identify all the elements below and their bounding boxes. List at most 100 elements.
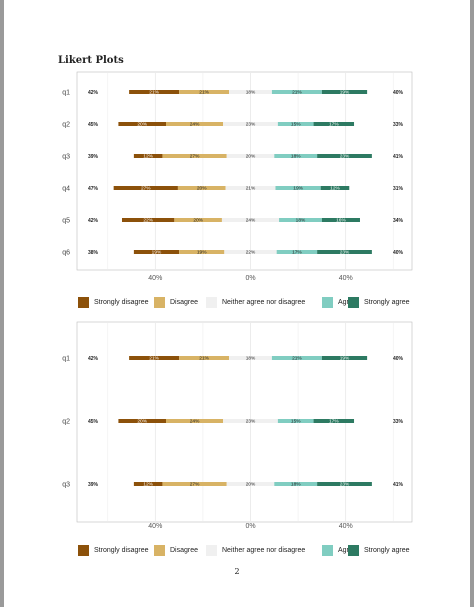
p1-bar-disagree-label: 27% — [190, 154, 200, 160]
legend-swatch — [348, 544, 359, 556]
p2-bar-strongly-disagree-label: 12% — [143, 482, 153, 488]
p1-bar-disagree — [166, 122, 224, 126]
p1-left-total-label: 47% — [88, 186, 99, 192]
legend-swatch — [322, 296, 333, 308]
legend-item: Disagree — [154, 543, 198, 557]
legend-label: Strongly disagree — [94, 298, 149, 306]
p2-x-tick-label: 0% — [245, 523, 255, 530]
legend-label: Neither agree nor disagree — [222, 298, 306, 306]
p2-bar-disagree-label: 27% — [190, 482, 200, 488]
p1-x-tick-label: 40% — [148, 275, 162, 282]
p1-x-tick-label: 0% — [245, 275, 255, 282]
legend-label: Strongly agree — [364, 546, 410, 554]
p1-category-label-q1: q1 — [62, 90, 70, 97]
p1-left-total-label: 39% — [88, 154, 99, 160]
p1-bar-disagree-label: 21% — [199, 90, 209, 96]
p1-bar-neutral — [223, 122, 278, 126]
p1-bar-strongly-disagree-label: 12% — [143, 154, 153, 160]
likert-plot-2: 40% 0% 40% q1 42% 40% 21% 21% 18% 21% 19% q2 45% 33% 2… — [62, 321, 413, 530]
p1-bar-strongly-agree-label: 16% — [336, 218, 346, 224]
p2-bar-neutral-label: 18% — [246, 356, 256, 362]
p1-bar-neutral-label: 18% — [246, 90, 256, 96]
p1-bar-strongly-disagree — [129, 90, 180, 94]
p1-bar-disagree-label: 24% — [190, 122, 200, 128]
p2-bar-strongly-agree — [317, 482, 372, 486]
p1-left-total-label: 45% — [88, 122, 99, 128]
p2-bar-agree-label: 15% — [291, 419, 301, 425]
p1-bar-strongly-agree-label: 17% — [329, 122, 339, 128]
p1-left-total-label: 42% — [88, 90, 99, 96]
p1-bar-agree-label: 18% — [296, 218, 306, 224]
p2-bar-neutral — [226, 482, 275, 486]
p1-bar-strongly-agree-label: 12% — [330, 186, 340, 192]
p2-bar-disagree — [179, 356, 230, 360]
p2-bar-neutral-label: 20% — [246, 482, 256, 488]
p1-bar-strongly-disagree — [133, 154, 163, 158]
p2-bar-disagree-label: 21% — [199, 356, 209, 362]
p2-bar-disagree — [166, 419, 224, 423]
p1-category-label-q5: q5 — [62, 218, 70, 225]
p1-right-total-label: 31% — [393, 186, 404, 192]
legend-label: Agree — [338, 299, 357, 306]
legend-label: Disagree — [170, 298, 199, 306]
p1-bar-neutral-label: 24% — [246, 218, 256, 224]
legend-item: Strongly agree — [348, 295, 410, 309]
p1-bar-disagree-label: 20% — [197, 186, 207, 192]
p2-bar-agree — [271, 356, 322, 360]
p1-bar-neutral — [229, 90, 272, 94]
legend-swatch — [78, 296, 89, 308]
p1-x-tick-label: 40% — [339, 275, 353, 282]
legend-swatch — [154, 296, 165, 308]
p2-right-total-label: 40% — [393, 356, 404, 362]
p1-bar-neutral-label: 20% — [246, 154, 256, 160]
p1-bar-strongly-disagree — [133, 250, 180, 254]
p2-left-total-label: 45% — [88, 419, 99, 425]
legend-item: Strongly agree — [348, 543, 410, 557]
p1-bar-strongly-agree — [321, 218, 360, 222]
p1-bar-disagree — [177, 186, 226, 190]
p1-left-total-label: 38% — [88, 250, 99, 256]
legend-1: Strongly disagree Disagree Neither agree n… — [78, 295, 418, 309]
p1-bar-neutral-label: 22% — [246, 250, 256, 256]
p1-bar-agree — [279, 218, 322, 222]
legend-swatch — [322, 544, 333, 556]
p2-category-label-q2: q2 — [62, 419, 70, 426]
p2-bar-neutral-label: 23% — [246, 419, 256, 425]
p2-bar-strongly-disagree-label: 21% — [149, 356, 159, 362]
page-title: Likert Plots — [58, 55, 124, 66]
p2-bar-neutral — [223, 419, 278, 423]
p2-right-total-label: 41% — [393, 482, 404, 488]
p1-bar-strongly-disagree-label: 20% — [137, 122, 147, 128]
p2-category-label-q1: q1 — [62, 356, 70, 363]
p1-bar-strongly-disagree-label: 19% — [152, 250, 162, 256]
p1-bar-strongly-agree — [317, 154, 372, 158]
p1-right-total-label: 33% — [393, 122, 404, 128]
legend-swatch — [348, 296, 359, 308]
p1-bar-strongly-agree — [313, 122, 355, 126]
p2-bar-strongly-disagree-label: 20% — [137, 419, 147, 425]
p1-bar-neutral — [225, 186, 276, 190]
p1-bar-strongly-agree-label: 19% — [340, 90, 350, 96]
p2-bar-agree — [274, 482, 318, 486]
p1-bar-disagree — [179, 90, 230, 94]
p1-bar-agree — [276, 250, 318, 254]
legend-item: Agree — [322, 543, 357, 557]
p1-category-label-q6: q6 — [62, 250, 70, 257]
legend-label: Neither agree nor disagree — [222, 546, 306, 554]
p2-bar-disagree — [162, 482, 227, 486]
p1-bar-agree-label: 21% — [292, 90, 302, 96]
p1-bar-agree-label: 18% — [291, 154, 301, 160]
p1-bar-neutral — [226, 154, 275, 158]
p1-bar-disagree-label: 20% — [193, 218, 203, 224]
p1-right-total-label: 41% — [393, 154, 404, 160]
p2-bar-agree — [277, 419, 314, 423]
document-page: Likert Plots 40% 0% 40% q1 42% 40% 21% 21% 18% 21… — [4, 0, 470, 607]
legend-2: Strongly disagree Disagree Neither agree n… — [78, 543, 418, 557]
p1-bar-disagree — [179, 250, 225, 254]
p2-right-total-label: 33% — [393, 419, 404, 425]
p1-left-total-label: 42% — [88, 218, 99, 224]
p2-left-total-label: 42% — [88, 356, 99, 362]
p1-bar-disagree — [174, 218, 222, 222]
p1-bar-strongly-disagree — [121, 218, 175, 222]
legend-item: Agree — [322, 295, 357, 309]
